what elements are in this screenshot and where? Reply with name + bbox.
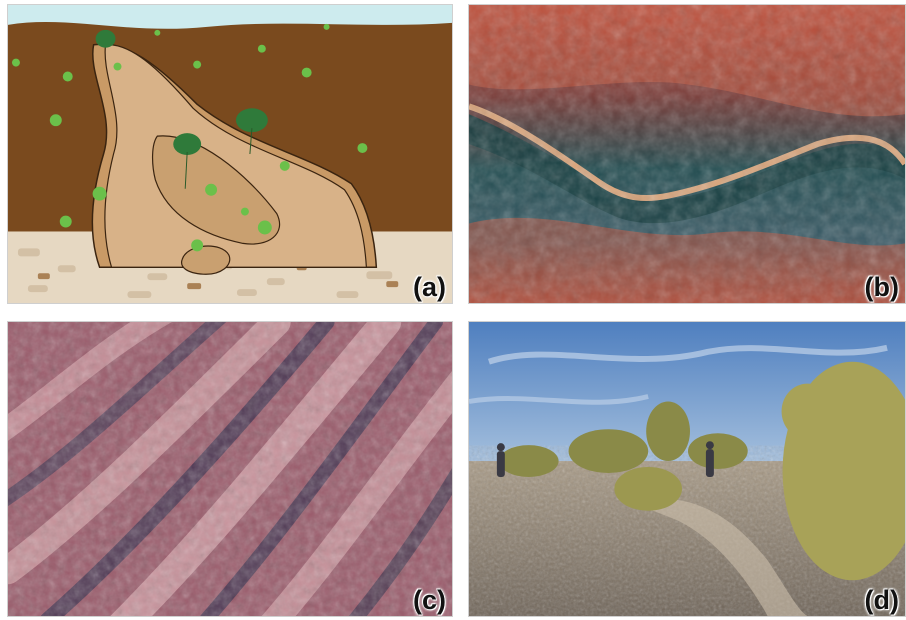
cross-section-drawing (8, 5, 452, 303)
panel-a-cross-section-illustration: (a) (7, 4, 453, 304)
panel-label-a: (a) (413, 272, 446, 302)
panel-label-c: (c) (413, 585, 446, 615)
dry-channel-image (469, 322, 905, 616)
panel-label-b: (b) (864, 272, 899, 302)
panel-c-dune-ridges-photo: (c) (7, 321, 453, 617)
dune-ridges-image (8, 322, 452, 616)
panel-b-aerial-road-photo: (b) (468, 4, 906, 304)
aerial-road-image (469, 5, 905, 303)
panel-label-d: (d) (864, 585, 899, 615)
panel-d-dry-channel-photo: (d) (468, 321, 906, 617)
